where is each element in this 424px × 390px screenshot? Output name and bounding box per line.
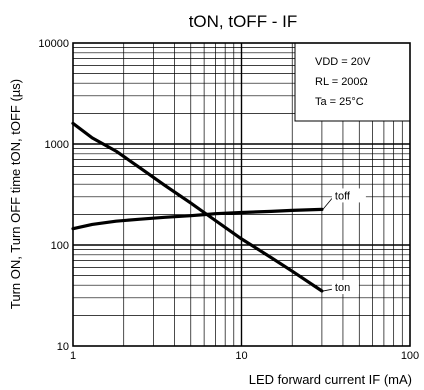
y-tick-label: 1000 [45, 139, 69, 151]
series-lines [71, 121, 324, 293]
x-axis-label: LED forward current IF (mA) [249, 372, 412, 387]
y-tick-label: 10000 [38, 38, 69, 50]
series-label-bg-ton [331, 280, 359, 295]
conditions-legend: VDD = 20V RL = 200Ω Ta = 25°C [294, 42, 411, 122]
y-tick-label: 100 [51, 240, 69, 252]
x-tick-label: 1 [70, 350, 76, 362]
x-tick-labels: 1 10 100 [70, 350, 419, 362]
condition-vdd: VDD = 20V [315, 56, 371, 68]
x-tick-label: 100 [401, 350, 419, 362]
series-label-ton: ton [335, 282, 350, 294]
series-labels: toff ton [322, 188, 366, 295]
series-leader-ton [322, 288, 333, 292]
x-tick-label: 10 [235, 350, 247, 362]
series-line-toff [71, 207, 324, 231]
plot-frame [72, 42, 411, 347]
y-axis-label: Turn ON, Turn OFF time tON, tOFF (µs) [8, 79, 23, 309]
condition-ta: Ta = 25°C [315, 96, 364, 108]
y-tick-labels: 10 100 1000 10000 [38, 38, 69, 353]
series-label-toff: toff [335, 190, 351, 202]
y-tick-label: 10 [57, 341, 69, 353]
grid-major [73, 43, 410, 346]
condition-rl: RL = 200Ω [315, 76, 368, 88]
series-label-bg-toff [331, 188, 366, 203]
series-leader-toff [322, 197, 334, 210]
chart-title: tON, tOFF - IF [189, 12, 298, 31]
series-line-ton [71, 121, 324, 293]
